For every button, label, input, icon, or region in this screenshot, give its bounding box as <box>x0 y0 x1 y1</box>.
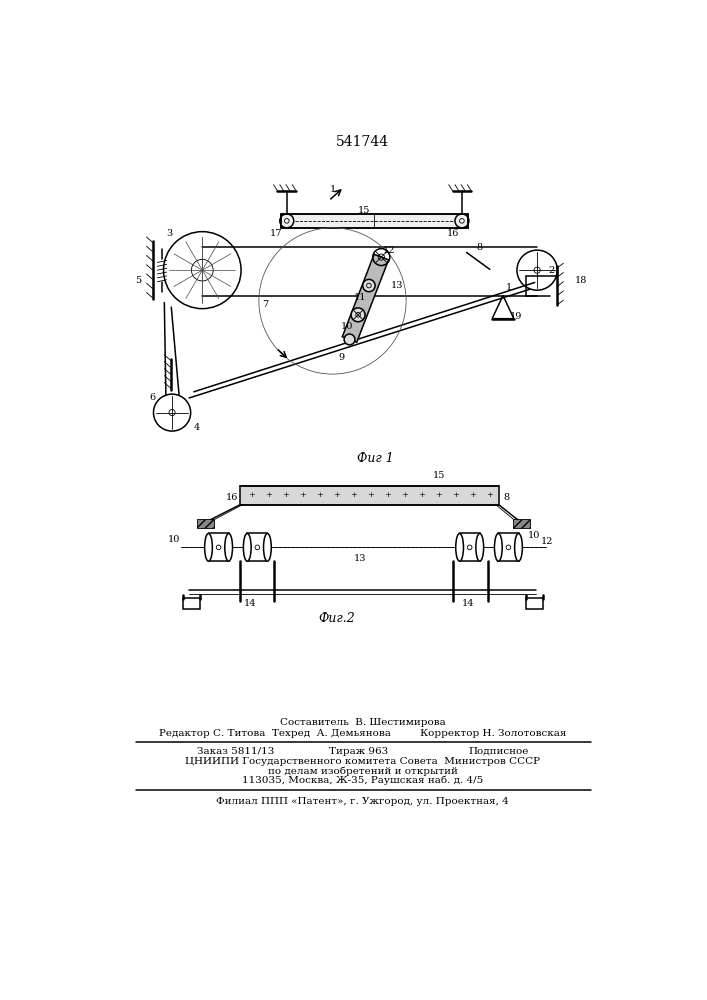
Ellipse shape <box>476 533 484 561</box>
Text: Подписное: Подписное <box>468 747 529 756</box>
Circle shape <box>255 545 259 550</box>
Text: 2: 2 <box>548 266 554 275</box>
Text: +: + <box>247 491 255 499</box>
Text: 5: 5 <box>136 276 142 285</box>
Bar <box>460 533 480 561</box>
Text: +: + <box>264 491 271 499</box>
Text: Заказ 5811/13: Заказ 5811/13 <box>197 747 274 756</box>
Text: 6: 6 <box>150 393 156 402</box>
Text: 19: 19 <box>510 312 522 321</box>
Ellipse shape <box>264 533 271 561</box>
Text: +: + <box>333 491 340 499</box>
Text: 9: 9 <box>339 353 345 362</box>
Text: 7: 7 <box>262 300 268 309</box>
Text: +: + <box>452 491 459 499</box>
Text: +: + <box>299 491 305 499</box>
Circle shape <box>506 545 510 550</box>
Text: +: + <box>436 491 442 499</box>
Text: 4: 4 <box>194 424 200 432</box>
Text: Редактор С. Титова  Техред  А. Демьянова         Корректор Н. Золотовская: Редактор С. Титова Техред А. Демьянова К… <box>159 729 566 738</box>
Text: 8: 8 <box>477 243 483 252</box>
Text: 10: 10 <box>168 535 180 544</box>
Text: +: + <box>401 491 408 499</box>
Circle shape <box>216 545 221 550</box>
Text: 541744: 541744 <box>336 135 390 149</box>
Bar <box>183 598 200 609</box>
Text: 3: 3 <box>167 229 173 238</box>
Polygon shape <box>197 519 214 528</box>
Bar <box>526 598 543 609</box>
Text: 17: 17 <box>269 229 282 238</box>
Ellipse shape <box>225 533 233 561</box>
Text: 15: 15 <box>357 206 370 215</box>
Circle shape <box>344 334 355 345</box>
Text: Фиг.2: Фиг.2 <box>318 612 355 625</box>
Text: +: + <box>350 491 357 499</box>
Text: 15: 15 <box>433 471 445 480</box>
Text: +: + <box>367 491 374 499</box>
Bar <box>240 486 499 505</box>
Text: 18: 18 <box>574 276 587 285</box>
Polygon shape <box>342 254 389 342</box>
Bar <box>281 214 468 228</box>
Polygon shape <box>513 519 530 528</box>
Text: 12: 12 <box>541 537 554 546</box>
Text: +: + <box>282 491 288 499</box>
Text: +: + <box>486 491 493 499</box>
Text: +: + <box>469 491 477 499</box>
Text: 11: 11 <box>354 293 366 302</box>
Text: по делам изобретений и открытий: по делам изобретений и открытий <box>268 767 457 776</box>
Ellipse shape <box>494 533 502 561</box>
Text: 12: 12 <box>382 246 395 255</box>
Ellipse shape <box>204 533 212 561</box>
Text: 16: 16 <box>226 493 238 502</box>
Text: 13: 13 <box>354 554 366 563</box>
Circle shape <box>363 279 375 292</box>
Text: ЦНИИПИ Государственного комитета Совета  Министров СССР: ЦНИИПИ Государственного комитета Совета … <box>185 757 540 766</box>
Text: 14: 14 <box>243 599 256 608</box>
Text: +: + <box>384 491 391 499</box>
Text: 14: 14 <box>462 599 474 608</box>
Text: 10: 10 <box>528 531 540 540</box>
Bar <box>498 533 518 561</box>
Text: Фиг 1: Фиг 1 <box>357 452 394 465</box>
Text: 113035, Москва, Ж-35, Раушская наб. д. 4/5: 113035, Москва, Ж-35, Раушская наб. д. 4… <box>242 776 484 785</box>
Text: 1: 1 <box>506 283 513 292</box>
Text: Тираж 963: Тираж 963 <box>329 747 388 756</box>
Bar <box>209 533 228 561</box>
Ellipse shape <box>456 533 464 561</box>
Text: +: + <box>316 491 323 499</box>
Circle shape <box>467 545 472 550</box>
Text: 16: 16 <box>446 229 459 238</box>
Text: 10: 10 <box>341 322 354 331</box>
Text: 8: 8 <box>504 493 510 502</box>
Ellipse shape <box>243 533 251 561</box>
Text: 1: 1 <box>329 185 336 194</box>
Text: +: + <box>418 491 425 499</box>
Circle shape <box>351 308 365 322</box>
Text: Составитель  В. Шестимирова: Составитель В. Шестимирова <box>280 718 445 727</box>
Text: Филиал ППП «Патент», г. Ужгород, ул. Проектная, 4: Филиал ППП «Патент», г. Ужгород, ул. Про… <box>216 797 509 806</box>
Bar <box>247 533 267 561</box>
Text: 13: 13 <box>390 281 403 290</box>
Ellipse shape <box>515 533 522 561</box>
